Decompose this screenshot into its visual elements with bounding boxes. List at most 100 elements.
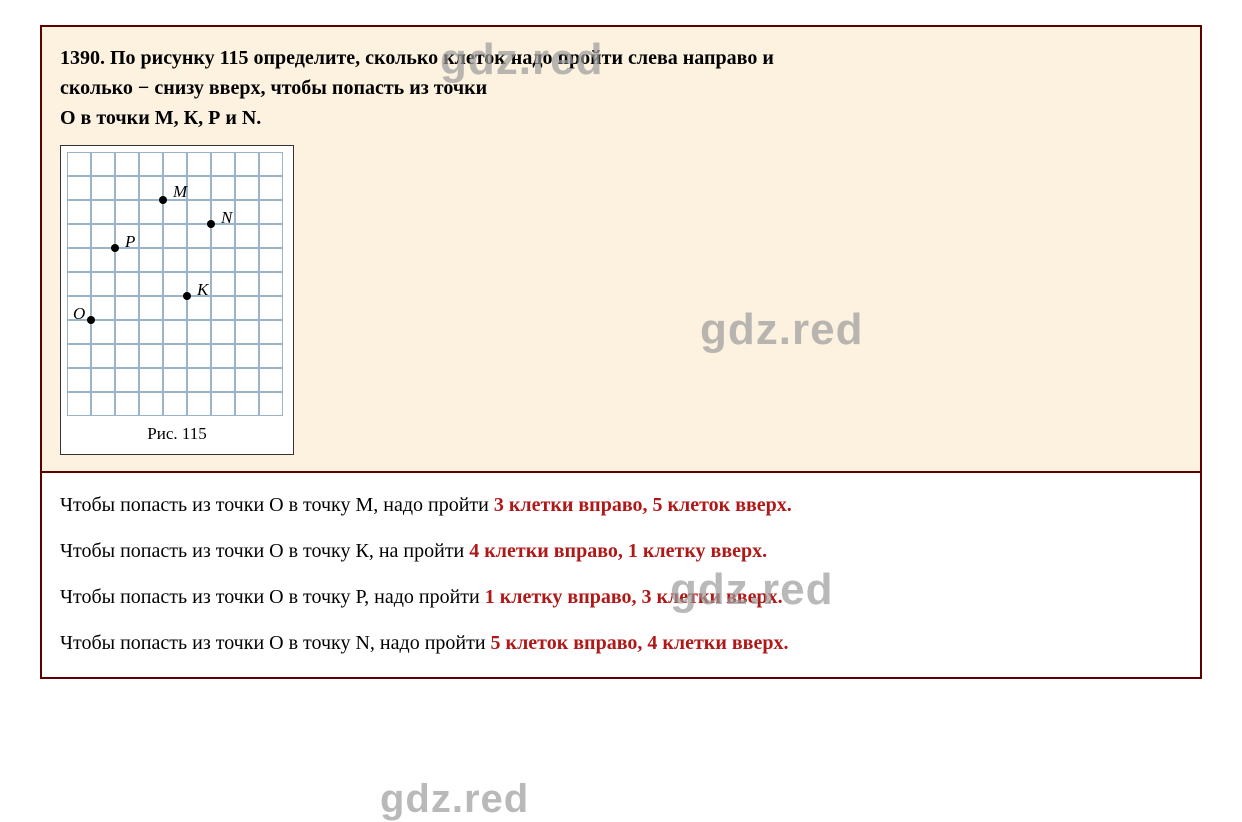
answer-highlight: 5 клеток вправо, 4 клетки вверх. xyxy=(491,632,789,654)
grid-cell xyxy=(235,368,259,392)
point-label-m: M xyxy=(173,182,187,202)
grid-cell xyxy=(187,392,211,416)
answer-line: Чтобы попасть из точки О в точку Р, надо… xyxy=(60,583,1182,611)
grid-cell xyxy=(187,224,211,248)
grid-cell xyxy=(139,200,163,224)
answer-highlight: 3 клетки вправо, 5 клеток вверх. xyxy=(494,494,792,516)
grid-cell xyxy=(139,224,163,248)
grid-cell xyxy=(67,392,91,416)
grid-cell xyxy=(259,344,283,368)
grid-cell xyxy=(259,272,283,296)
grid-cell xyxy=(67,152,91,176)
problem-text-line1: По рисунку 115 определите, сколько клето… xyxy=(110,47,774,69)
grid-cell xyxy=(235,248,259,272)
point-label-p: P xyxy=(125,232,135,252)
grid-cell xyxy=(115,368,139,392)
problem-text-line2: сколько − снизу вверх, чтобы попасть из … xyxy=(60,77,487,99)
figure-container: MNPKO Рис. 115 xyxy=(60,145,294,455)
grid-cell xyxy=(259,320,283,344)
grid-cell xyxy=(67,176,91,200)
grid-cell xyxy=(235,392,259,416)
grid-cell xyxy=(163,296,187,320)
point-o xyxy=(87,316,95,324)
grid-cell xyxy=(91,344,115,368)
grid-cell xyxy=(91,296,115,320)
grid-cell xyxy=(235,152,259,176)
answer-prefix: Чтобы попасть из точки О в точку М, надо… xyxy=(60,494,494,516)
grid-cell xyxy=(163,200,187,224)
grid-cell xyxy=(163,152,187,176)
grid-cell xyxy=(259,176,283,200)
grid-cell xyxy=(115,176,139,200)
grid-cell xyxy=(163,320,187,344)
grid-cell xyxy=(67,224,91,248)
problem-text-line3: О в точки М, К, Р и N. xyxy=(60,107,261,129)
grid-cell xyxy=(67,368,91,392)
grid-cell xyxy=(235,200,259,224)
grid-cell xyxy=(139,368,163,392)
grid-cell xyxy=(115,152,139,176)
grid-cell xyxy=(187,176,211,200)
grid-cell xyxy=(211,344,235,368)
grid-cell xyxy=(91,248,115,272)
grid-cell xyxy=(259,296,283,320)
grid-cell xyxy=(67,200,91,224)
grid-cell xyxy=(139,344,163,368)
answer-highlight: 4 клетки вправо, 1 клетку вверх. xyxy=(469,540,767,562)
grid-cell xyxy=(235,272,259,296)
grid-cell xyxy=(211,272,235,296)
answer-prefix: Чтобы попасть из точки О в точку К, на п… xyxy=(60,540,469,562)
grid-cell xyxy=(259,224,283,248)
grid-diagram: MNPKO xyxy=(67,152,283,416)
grid-cell xyxy=(211,296,235,320)
answer-prefix: Чтобы попасть из точки О в точку N, надо… xyxy=(60,632,491,654)
grid-cell xyxy=(163,344,187,368)
answer-line: Чтобы попасть из точки О в точку N, надо… xyxy=(60,629,1182,657)
point-p xyxy=(111,244,119,252)
exercise-container: 1390. По рисунку 115 определите, сколько… xyxy=(40,25,1202,679)
grid-cell xyxy=(91,152,115,176)
grid-cell xyxy=(211,152,235,176)
problem-number: 1390. xyxy=(60,47,105,69)
grid-cell xyxy=(67,248,91,272)
problem-section: 1390. По рисунку 115 определите, сколько… xyxy=(42,27,1200,473)
point-k xyxy=(183,292,191,300)
point-label-n: N xyxy=(221,208,232,228)
grid-cell xyxy=(187,320,211,344)
grid-cell xyxy=(163,224,187,248)
grid-cell xyxy=(259,392,283,416)
grid-cell xyxy=(67,344,91,368)
grid-cell xyxy=(211,320,235,344)
grid-cell xyxy=(235,296,259,320)
watermark: gdz.red xyxy=(380,777,529,822)
grid-cell xyxy=(235,176,259,200)
answer-line: Чтобы попасть из точки О в точку К, на п… xyxy=(60,537,1182,565)
point-m xyxy=(159,196,167,204)
grid-cell xyxy=(91,200,115,224)
grid-cell xyxy=(115,392,139,416)
grid-cell xyxy=(91,392,115,416)
grid-cell xyxy=(187,248,211,272)
grid-cell xyxy=(115,296,139,320)
grid-cell xyxy=(115,320,139,344)
grid-cell xyxy=(67,272,91,296)
grid-cell xyxy=(163,248,187,272)
problem-statement: 1390. По рисунку 115 определите, сколько… xyxy=(60,43,1182,133)
grid-cell xyxy=(211,248,235,272)
grid-cell xyxy=(259,248,283,272)
grid-cell xyxy=(91,368,115,392)
grid-cell xyxy=(235,320,259,344)
figure-caption: Рис. 115 xyxy=(67,416,287,448)
grid-cell xyxy=(211,176,235,200)
grid-cell xyxy=(91,272,115,296)
grid-cell xyxy=(235,344,259,368)
grid-cell xyxy=(259,368,283,392)
grid-cell xyxy=(139,392,163,416)
answer-highlight: 1 клетку вправо, 3 клетки вверх. xyxy=(485,586,783,608)
grid-cell xyxy=(139,152,163,176)
grid-cell xyxy=(235,224,259,248)
grid-cell xyxy=(259,200,283,224)
grid-cell xyxy=(115,272,139,296)
grid-cell xyxy=(115,200,139,224)
answer-prefix: Чтобы попасть из точки О в точку Р, надо… xyxy=(60,586,485,608)
